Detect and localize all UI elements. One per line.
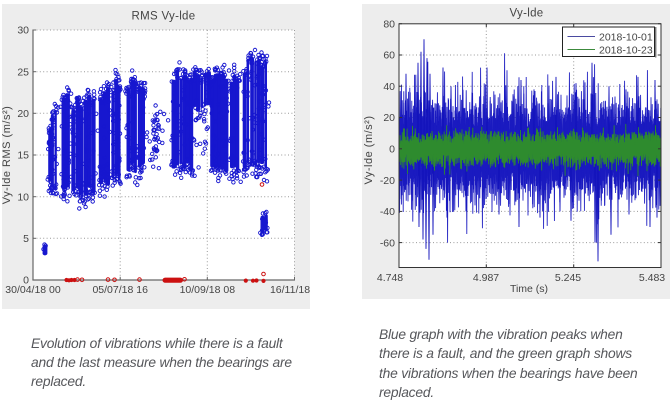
svg-text:30: 30 bbox=[17, 25, 29, 37]
svg-text:RMS Vy-lde: RMS Vy-lde bbox=[132, 11, 196, 23]
svg-text:4.748: 4.748 bbox=[377, 272, 403, 284]
svg-text:5.483: 5.483 bbox=[639, 272, 665, 284]
svg-text:20: 20 bbox=[383, 112, 395, 124]
svg-text:05/07/18 16: 05/07/18 16 bbox=[92, 284, 148, 296]
svg-text:30/04/18 00: 30/04/18 00 bbox=[5, 284, 61, 296]
svg-text:80: 80 bbox=[383, 18, 395, 30]
svg-text:2018-10-23: 2018-10-23 bbox=[599, 45, 653, 57]
svg-text:Vy-lde (m/s²): Vy-lde (m/s²) bbox=[363, 115, 375, 184]
svg-text:0: 0 bbox=[389, 144, 395, 156]
svg-text:20: 20 bbox=[17, 108, 29, 120]
svg-text:5: 5 bbox=[23, 233, 29, 245]
svg-text:Vy-lde RMS (m/s²): Vy-lde RMS (m/s²) bbox=[1, 106, 13, 205]
svg-text:60: 60 bbox=[383, 50, 395, 62]
svg-text:40: 40 bbox=[383, 81, 395, 93]
svg-text:Time (s): Time (s) bbox=[510, 283, 548, 295]
svg-text:10: 10 bbox=[17, 191, 29, 203]
svg-text:2018-10-01: 2018-10-01 bbox=[599, 32, 653, 44]
svg-text:-40: -40 bbox=[380, 206, 395, 218]
svg-text:-60: -60 bbox=[380, 237, 395, 249]
svg-text:10/09/18 08: 10/09/18 08 bbox=[180, 284, 236, 296]
svg-text:25: 25 bbox=[17, 66, 29, 78]
svg-text:4.987: 4.987 bbox=[473, 272, 499, 284]
svg-text:-20: -20 bbox=[380, 175, 395, 187]
svg-text:16/11/18: 16/11/18 bbox=[270, 284, 310, 296]
svg-text:5.245: 5.245 bbox=[555, 272, 581, 284]
svg-text:Vy-lde: Vy-lde bbox=[510, 8, 544, 20]
svg-text:0: 0 bbox=[23, 275, 29, 287]
svg-text:15: 15 bbox=[17, 150, 29, 162]
